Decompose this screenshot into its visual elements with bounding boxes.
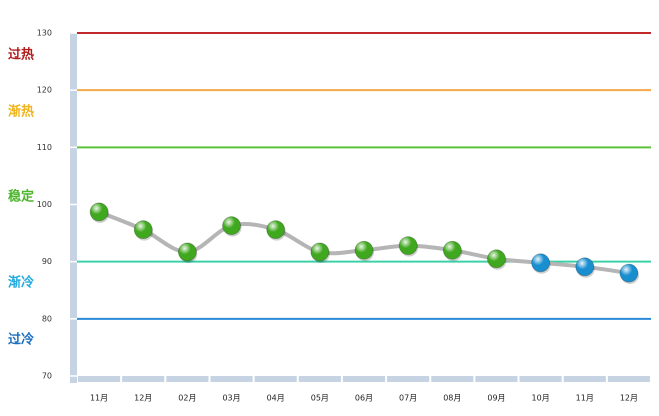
- x-axis-segment: [166, 376, 209, 382]
- x-axis-segment: [78, 376, 121, 382]
- data-point: [531, 253, 551, 274]
- point-shine: [399, 236, 418, 255]
- data-point: [619, 263, 639, 285]
- y-tick-label: 110: [37, 143, 52, 152]
- zone-label: 稳定: [8, 189, 34, 205]
- x-axis-segment: [342, 376, 386, 382]
- x-tick-label: 05月: [311, 394, 329, 403]
- data-point: [89, 202, 110, 223]
- point-shine: [531, 253, 550, 272]
- point-shine: [90, 202, 109, 221]
- x-axis-segment: [475, 376, 518, 382]
- y-tick-label: 100: [37, 200, 52, 209]
- y-axis-bar: [70, 33, 77, 383]
- x-tick-label: 07月: [399, 394, 417, 403]
- y-tick-label: 70: [42, 372, 52, 381]
- x-tick-label: 06月: [355, 394, 373, 403]
- x-axis-segment: [387, 376, 430, 382]
- data-point: [487, 249, 507, 270]
- point-shine: [222, 216, 241, 235]
- y-tick-label: 80: [42, 314, 52, 323]
- x-tick-label: 08月: [443, 394, 461, 403]
- x-axis-segment: [210, 376, 253, 382]
- point-shine: [487, 249, 506, 268]
- data-point: [398, 236, 419, 257]
- zone-label: 过热: [8, 47, 34, 63]
- point-shine: [619, 264, 638, 283]
- x-tick-label: 11月: [90, 394, 108, 403]
- x-axis-segment: [122, 376, 165, 382]
- data-point: [575, 257, 595, 278]
- x-tick-label: 11月: [576, 394, 594, 403]
- zone-label: 渐热: [8, 104, 34, 120]
- x-axis-segment: [563, 376, 606, 382]
- data-point: [222, 216, 242, 237]
- data-point: [442, 240, 463, 262]
- x-tick-label: 12月: [620, 394, 638, 403]
- data-point: [266, 220, 286, 241]
- x-tick-label: 04月: [267, 394, 285, 403]
- point-shine: [266, 220, 285, 239]
- x-axis-segment: [607, 376, 650, 382]
- x-axis-segment: [431, 376, 474, 382]
- y-tick-label: 120: [37, 86, 52, 95]
- data-point: [177, 242, 198, 263]
- x-tick-label: 09月: [487, 394, 505, 403]
- y-tick-label: 90: [42, 257, 52, 266]
- x-axis-segment: [254, 376, 297, 382]
- x-tick-label: 10月: [532, 394, 550, 403]
- zone-label: 渐冷: [8, 275, 34, 291]
- x-axis-segment: [298, 376, 341, 382]
- zone-label: 过冷: [8, 332, 34, 348]
- point-shine: [575, 257, 594, 276]
- data-point: [310, 242, 330, 263]
- point-shine: [178, 242, 197, 261]
- x-tick-label: 02月: [178, 394, 196, 403]
- data-point: [354, 240, 374, 262]
- point-shine: [310, 242, 329, 261]
- y-tick-label: 130: [37, 29, 52, 38]
- point-shine: [134, 220, 153, 239]
- point-shine: [355, 241, 373, 260]
- x-axis-segment: [519, 376, 562, 382]
- point-shine: [443, 241, 462, 260]
- x-tick-label: 03月: [222, 394, 240, 403]
- x-tick-label: 12月: [134, 394, 152, 403]
- data-point: [133, 220, 154, 241]
